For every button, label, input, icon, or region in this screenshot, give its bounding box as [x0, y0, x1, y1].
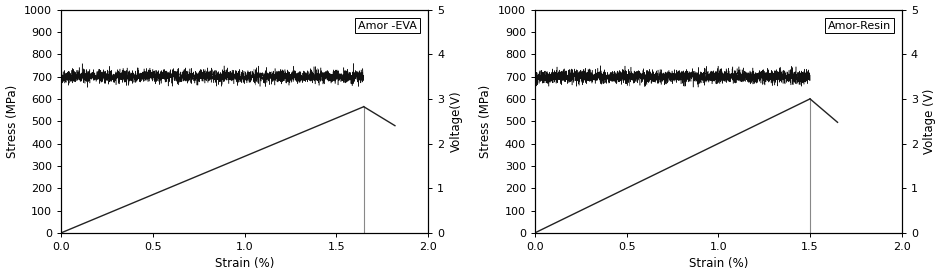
Y-axis label: Voltage(V): Voltage(V)	[449, 91, 463, 152]
Text: Amor -EVA: Amor -EVA	[358, 21, 417, 31]
X-axis label: Strain (%): Strain (%)	[689, 258, 748, 270]
Y-axis label: Stress (MPa): Stress (MPa)	[479, 84, 493, 158]
Y-axis label: Voltage (V): Voltage (V)	[923, 89, 936, 154]
X-axis label: Strain (%): Strain (%)	[215, 258, 274, 270]
Y-axis label: Stress (MPa): Stress (MPa)	[6, 84, 19, 158]
Text: Amor-Resin: Amor-Resin	[827, 21, 891, 31]
